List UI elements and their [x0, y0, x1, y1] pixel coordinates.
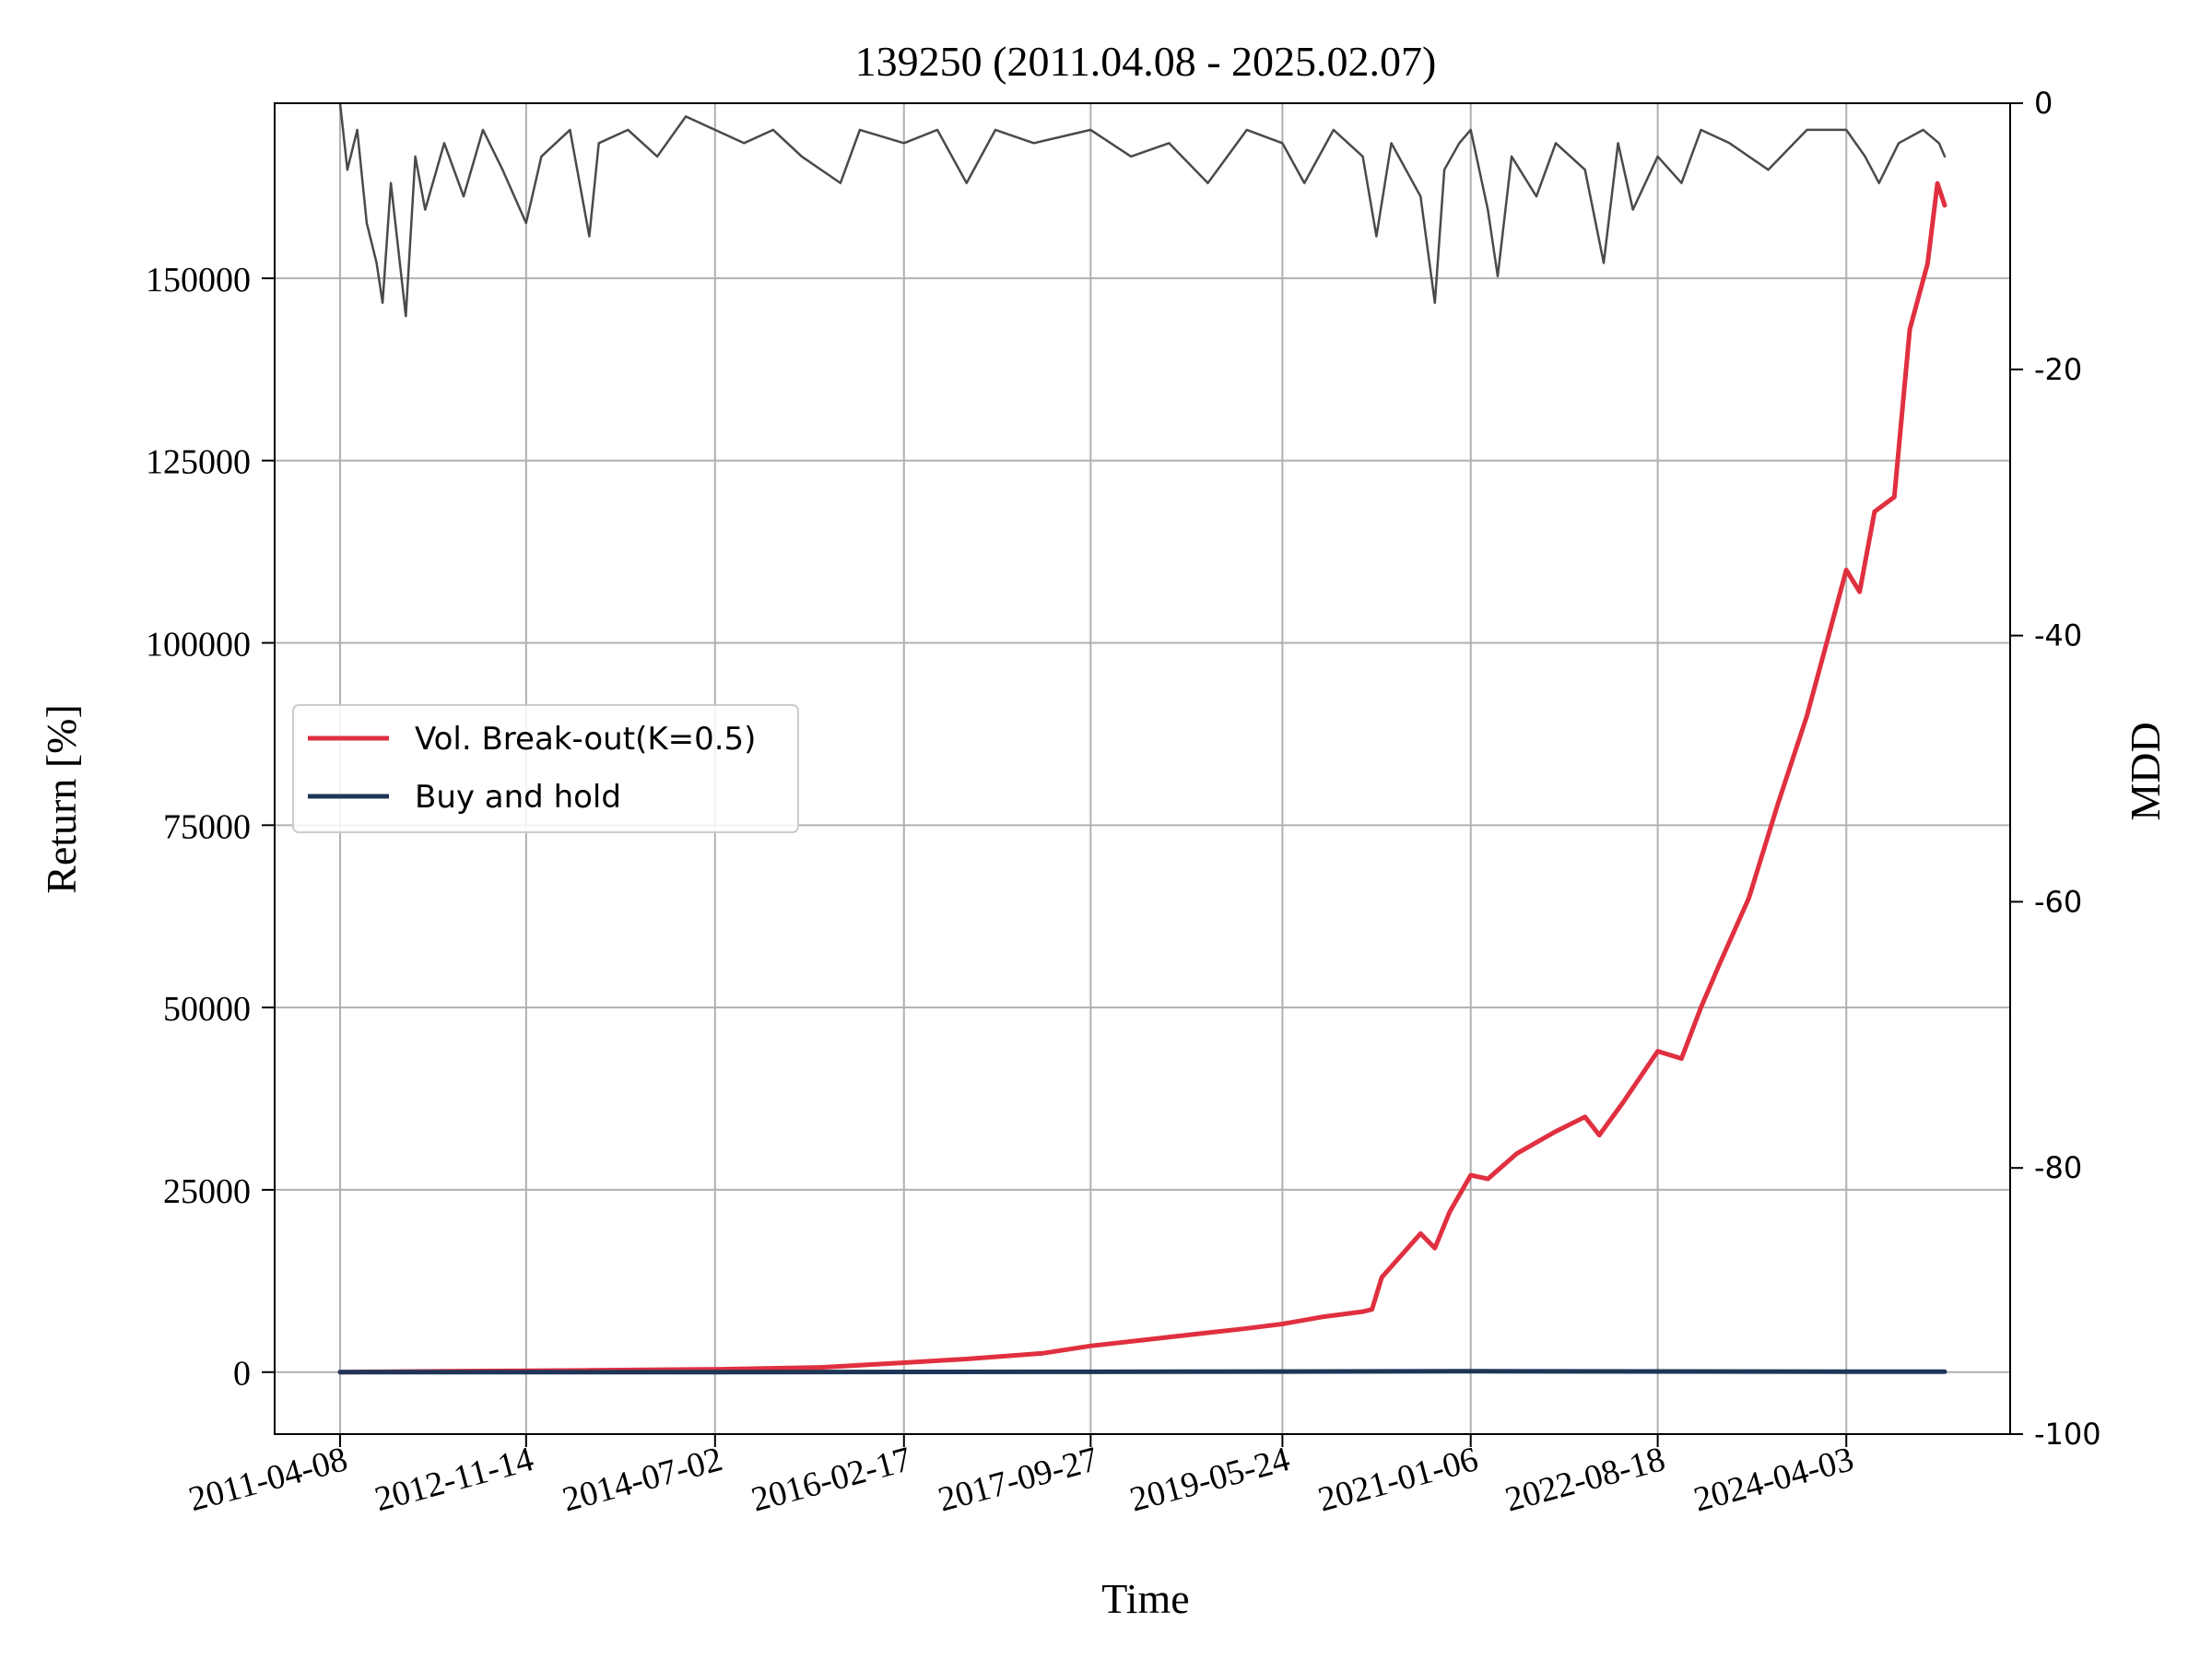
y-tick-label: 125000	[146, 443, 251, 482]
y-axis-label: Return [%]	[38, 704, 85, 894]
y-tick-label: 75000	[163, 807, 251, 846]
y-tick-label: 25000	[163, 1172, 251, 1211]
y2-tick-label: -60	[2034, 884, 2082, 919]
y2-tick-label: -20	[2034, 352, 2082, 387]
y2-axis-ticks: 0 -20 -40 -60 -80 -100	[2010, 86, 2101, 1452]
y-tick-label: 0	[233, 1355, 251, 1394]
buy-hold-line	[337, 1369, 1947, 1375]
x-axis-label: Time	[1101, 1575, 1189, 1622]
y2-tick-label: -100	[2034, 1417, 2101, 1452]
plot-frame	[274, 102, 2011, 1435]
y-axis-ticks: 0 25000 50000 75000 100000 125000 150000	[146, 261, 275, 1394]
chart-title: 139250 (2011.04.08 - 2025.02.07)	[855, 38, 1437, 85]
mdd-line	[338, 101, 1947, 318]
y-tick-label: 100000	[146, 626, 251, 665]
legend: Vol. Break-out(K=0.5) Buy and hold	[292, 704, 799, 833]
y2-tick-label: -80	[2034, 1150, 2082, 1185]
y2-axis-label: MDD	[2122, 722, 2169, 820]
legend-label-buy-hold: Buy and hold	[415, 779, 621, 816]
y2-tick-label: -40	[2034, 618, 2082, 653]
y-tick-label: 50000	[163, 990, 251, 1029]
series-group	[337, 101, 1947, 1375]
strategy-return-line	[337, 181, 1947, 1375]
legend-box	[292, 704, 799, 833]
y-tick-label: 150000	[146, 261, 251, 300]
legend-label-strategy: Vol. Break-out(K=0.5)	[415, 721, 756, 758]
y2-tick-label: 0	[2034, 86, 2053, 121]
